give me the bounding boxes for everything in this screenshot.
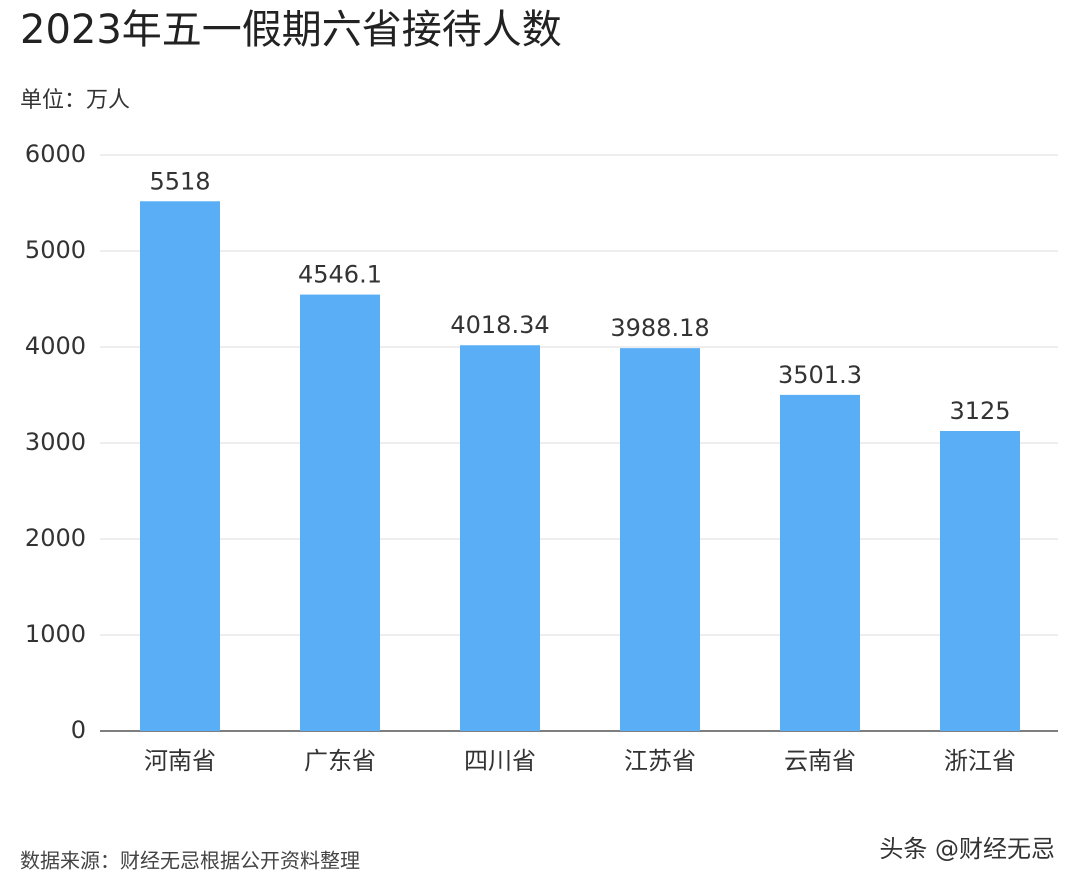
chart-subtitle: 单位：万人 <box>20 88 130 113</box>
bar <box>620 348 700 731</box>
bar <box>300 294 380 731</box>
value-label: 3125 <box>949 397 1010 425</box>
x-tick-label: 江苏省 <box>624 747 696 775</box>
x-tick-label: 四川省 <box>464 747 536 775</box>
x-tick-label: 河南省 <box>144 747 216 775</box>
value-label: 4546.1 <box>298 261 382 289</box>
watermark: 头条 @财经无忌 <box>879 835 1055 863</box>
x-tick-label: 云南省 <box>784 747 856 775</box>
x-tick-label: 浙江省 <box>944 747 1016 775</box>
value-label: 4018.34 <box>450 311 549 339</box>
chart-title: 2023年五一假期六省接待人数 <box>20 7 562 53</box>
y-tick-label: 1000 <box>25 620 86 648</box>
y-tick-label: 4000 <box>25 332 86 360</box>
x-tick-label: 广东省 <box>304 747 376 775</box>
y-tick-label: 5000 <box>25 236 86 264</box>
y-tick-label: 6000 <box>25 140 86 168</box>
bar <box>460 345 540 731</box>
value-label: 5518 <box>149 167 210 195</box>
y-tick-label: 3000 <box>25 428 86 456</box>
value-label: 3988.18 <box>610 314 709 342</box>
y-tick-label: 2000 <box>25 524 86 552</box>
bar <box>780 394 860 731</box>
bar <box>140 201 220 732</box>
y-tick-label: 0 <box>71 716 86 744</box>
bar <box>940 431 1020 731</box>
source-note: 数据来源：财经无忌根据公开资料整理 <box>20 849 360 873</box>
value-label: 3501.3 <box>778 361 862 389</box>
